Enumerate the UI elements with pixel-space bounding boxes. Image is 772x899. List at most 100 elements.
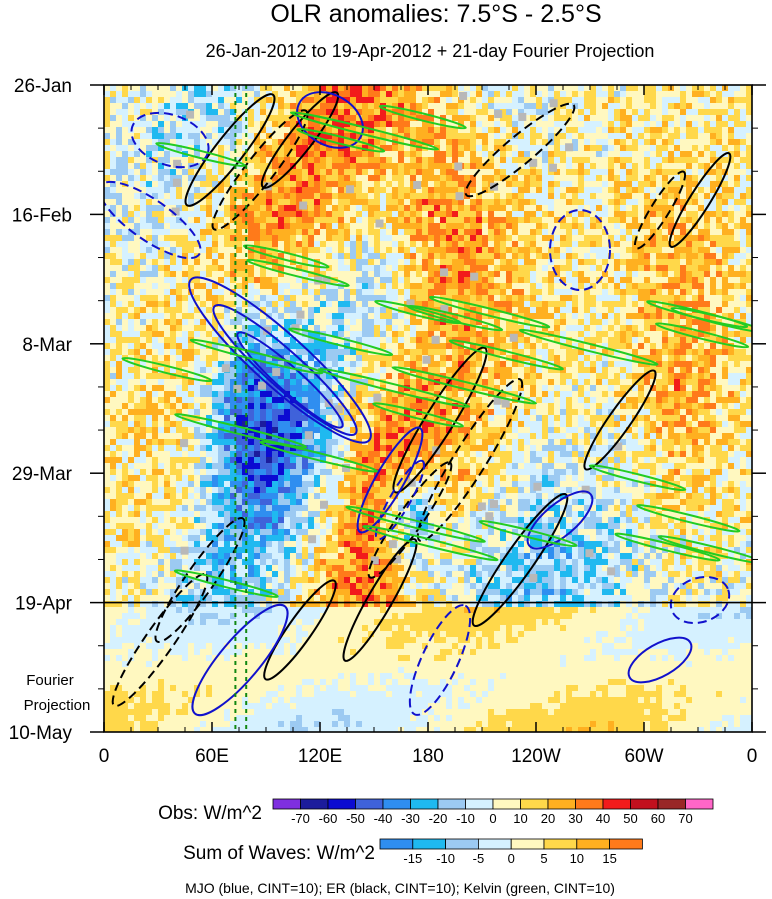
mjo-contour	[296, 91, 364, 149]
kelvin-contour	[174, 413, 308, 449]
colorbar-box	[379, 838, 414, 850]
kelvin-contour	[345, 505, 486, 543]
colorbar-box	[382, 798, 411, 810]
colorbar-box	[657, 798, 686, 810]
colorbar-box	[410, 798, 439, 810]
x-tick-label: 60E	[195, 746, 229, 767]
colorbar-tick-label: 5	[540, 851, 547, 866]
kelvin-contour	[670, 306, 752, 334]
y-tick-label: 16-Feb	[12, 205, 72, 226]
mjo-contour	[549, 209, 611, 291]
kelvin-contour	[259, 440, 378, 473]
kelvin-contour	[155, 141, 246, 167]
colorbar-box	[355, 798, 384, 810]
kelvin-contour	[374, 299, 462, 325]
colorbar-box	[547, 798, 576, 810]
footnote: MJO (blue, CINT=10); ER (black, CINT=10)…	[185, 880, 615, 896]
colorbar-tick-label: 60	[651, 811, 665, 826]
kelvin-contour	[288, 327, 394, 357]
kelvin-contour	[636, 504, 741, 533]
colorbar-tick-label: 10	[570, 851, 584, 866]
mjo-contour	[104, 180, 202, 260]
colorbar-tick-label: 70	[678, 811, 692, 826]
kelvin-contour	[372, 402, 464, 428]
mjo-contour	[408, 604, 472, 716]
colorbar-tick-label: 0	[489, 811, 496, 826]
waves-colorbar-label: Sum of Waves: W/m^2	[183, 843, 375, 864]
mjo-contour	[526, 490, 594, 550]
chart-title: OLR anomalies: 7.5°S - 2.5°S	[270, 0, 601, 28]
kelvin-contour	[428, 295, 551, 329]
kelvin-contour	[289, 111, 440, 151]
kelvin-contour	[448, 339, 564, 371]
kelvin-contour	[614, 532, 721, 562]
colorbar-box	[465, 798, 494, 810]
colorbar-box	[510, 838, 545, 850]
kelvin-contour	[588, 464, 687, 492]
colorbar-box	[272, 798, 301, 810]
colorbar-tick-label: -10	[456, 811, 475, 826]
colorbar-tick-label: 20	[541, 811, 555, 826]
er-contour	[184, 93, 276, 207]
chart-subtitle: 26-Jan-2012 to 19-Apr-2012 + 21-day Four…	[206, 41, 655, 61]
x-tick-label: 0	[747, 746, 758, 767]
mjo-contour	[669, 575, 731, 625]
colorbar-box	[412, 838, 446, 850]
er-contour	[464, 102, 576, 198]
colorbar-tick-label: 40	[596, 811, 610, 826]
x-tick-label: 0	[99, 746, 110, 767]
er-contour	[471, 492, 569, 628]
colorbar-tick-label: -20	[429, 811, 448, 826]
mjo-contour	[191, 603, 289, 717]
colorbar-tick-label: 30	[568, 811, 582, 826]
obs-colorbar-label: Obs: W/m^2	[158, 803, 262, 824]
y-tick-label: 8-Mar	[22, 335, 72, 356]
colorbar-box	[492, 798, 521, 810]
y-tick-label: 19-Apr	[15, 594, 73, 615]
kelvin-contour	[655, 322, 750, 349]
y-tick-label: 26-Jan	[14, 76, 72, 97]
er-contour	[416, 377, 524, 543]
colorbar-box	[300, 798, 329, 810]
er-contour	[263, 579, 337, 681]
colorbar-tick-label: -10	[436, 851, 455, 866]
mjo-contour	[188, 276, 372, 444]
kelvin-contour	[189, 338, 324, 375]
colorbar-box	[609, 838, 643, 850]
mjo-contour	[356, 426, 424, 534]
colorbar-box	[477, 838, 512, 850]
y-tick-label: 29-Mar	[12, 464, 73, 485]
colorbar-box	[520, 798, 549, 810]
colorbar-tick-label: -40	[374, 811, 393, 826]
obs-colorbar: Obs: W/m^2 -70 -60 -50 -40 -30 -20 -10 0 10 20 30 4…	[158, 798, 714, 826]
colorbar-tick-label: -15	[403, 851, 422, 866]
colorbar-tick-label: 0	[508, 851, 515, 866]
er-contour	[668, 152, 732, 248]
colorbar-box	[543, 838, 578, 850]
x-tick-label: 120W	[511, 746, 561, 767]
colorbar-tick-label: -5	[473, 851, 485, 866]
mjo-contour	[374, 459, 426, 541]
kelvin-contour	[518, 328, 659, 366]
kelvin-contour	[657, 535, 752, 565]
wave-contours	[104, 91, 752, 717]
er-contour	[260, 91, 340, 189]
mjo-contour	[212, 304, 358, 436]
kelvin-contour	[317, 367, 471, 408]
colorbar-box	[327, 798, 356, 810]
er-contour	[583, 369, 657, 471]
kelvin-contour	[478, 520, 578, 548]
colorbar-box	[630, 798, 659, 810]
er-contour	[211, 109, 309, 231]
colorbar-tick-label: -70	[291, 811, 310, 826]
axis-ticks: 0 60E 120E 180 120W 60W 0 26-Jan 16-Feb 8-Mar 29-M…	[9, 76, 766, 767]
colorbar-tick-label: -60	[319, 811, 338, 826]
y-tick-label: 10-May	[9, 723, 73, 744]
colorbar-tick-label: 50	[623, 811, 637, 826]
kelvin-contour	[246, 258, 350, 288]
kelvin-contour	[378, 104, 467, 130]
colorbar-box	[576, 838, 610, 850]
olr-anomaly-field	[104, 85, 752, 732]
er-contour	[342, 538, 418, 662]
